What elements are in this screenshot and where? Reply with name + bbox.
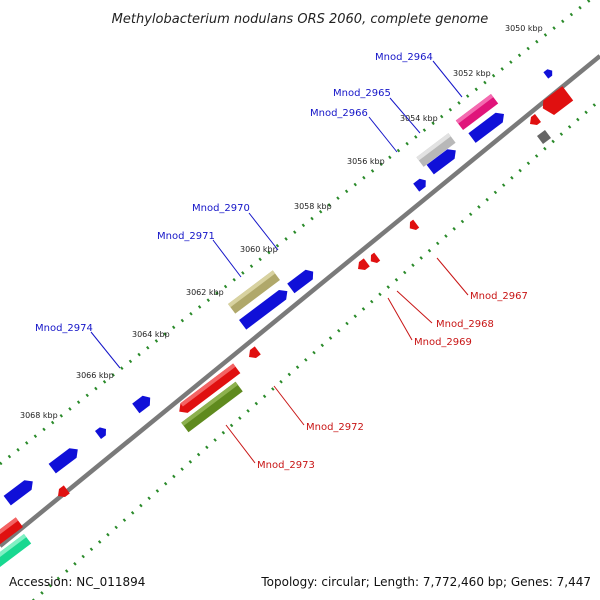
- gene-mnod-2971[interactable]: [228, 270, 280, 314]
- genome-summary-text: Topology: circular; Length: 7,772,460 bp…: [260, 575, 591, 589]
- tick-label: 3068 kbp: [20, 411, 58, 420]
- leader-mnod-2965: [389, 97, 421, 134]
- gene-arrow[interactable]: [426, 146, 460, 175]
- tick-label: 3052 kbp: [453, 69, 491, 78]
- tick-label: 3050 kbp: [505, 24, 543, 33]
- gene-arrow[interactable]: [543, 67, 554, 79]
- gene-arrow[interactable]: [0, 517, 23, 549]
- plus-strand-arrows: [3, 67, 554, 506]
- leader-mnod-2973: [225, 424, 256, 464]
- gene-arrow[interactable]: [287, 267, 317, 294]
- gene-mnod-2964[interactable]: [455, 93, 499, 131]
- gene-mnod-2968[interactable]: [368, 252, 381, 266]
- gene-mnod-2974[interactable]: [94, 425, 109, 440]
- leader-mnod-2970: [248, 212, 279, 251]
- tick-label: 3060 kbp: [240, 245, 278, 254]
- minus-strand-arrows: [0, 86, 574, 549]
- gene-arrow[interactable]: [468, 109, 507, 143]
- gene-arrow[interactable]: [132, 393, 154, 414]
- tick-label: 3066 kbp: [76, 371, 114, 380]
- tick-label: 3064 kbp: [132, 330, 170, 339]
- label-mnod-2966[interactable]: Mnod_2966: [310, 108, 368, 119]
- leader-mnod-2974: [90, 331, 121, 369]
- label-mnod-2964[interactable]: Mnod_2964: [375, 52, 433, 63]
- inner-dotted-track: [31, 98, 600, 600]
- accession-text: Accession: NC_011894: [9, 575, 145, 589]
- gene-arrow[interactable]: [413, 176, 429, 192]
- gene-mnod-2965[interactable]: [416, 133, 456, 167]
- tick-label: 3054 kbp: [400, 114, 438, 123]
- leader-mnod-2971: [212, 239, 242, 278]
- label-mnod-2965[interactable]: Mnod_2965: [333, 88, 391, 99]
- gene-mnod-2972[interactable]: [176, 363, 241, 417]
- genome-backbone: [0, 54, 600, 548]
- gene-arrow[interactable]: [539, 86, 574, 118]
- gene-arrow[interactable]: [536, 129, 552, 145]
- leader-mnod-2967: [436, 257, 469, 296]
- label-mnod-2968[interactable]: Mnod_2968: [436, 319, 494, 330]
- gene-arrow[interactable]: [0, 533, 32, 571]
- gene-mnod-2970[interactable]: [239, 286, 291, 330]
- leader-mnod-2968: [396, 290, 433, 324]
- label-mnod-2971[interactable]: Mnod_2971: [157, 231, 215, 242]
- gene-arrow[interactable]: [55, 485, 70, 500]
- label-mnod-2972[interactable]: Mnod_2972: [306, 422, 364, 433]
- leader-mnod-2969: [387, 297, 413, 341]
- tick-label: 3056 kbp: [347, 157, 385, 166]
- label-mnod-2974[interactable]: Mnod_2974: [35, 323, 93, 334]
- gene-arrow[interactable]: [246, 346, 261, 361]
- gene-arrow[interactable]: [527, 113, 542, 128]
- map-title: Methylobacterium nodulans ORS 2060, comp…: [112, 12, 489, 27]
- leader-lines: [90, 60, 469, 464]
- leader-mnod-2966: [368, 116, 398, 153]
- gene-arrow[interactable]: [3, 477, 37, 506]
- gene-mnod-2969[interactable]: [355, 258, 370, 273]
- tick-label: 3062 kbp: [186, 288, 224, 297]
- label-mnod-2967[interactable]: Mnod_2967: [470, 291, 528, 302]
- gene-mnod-2973[interactable]: [181, 381, 243, 433]
- label-mnod-2970[interactable]: Mnod_2970: [192, 203, 250, 214]
- tick-labels: 3050 kbp 3052 kbp 3054 kbp 3056 kbp 3058…: [20, 24, 543, 420]
- gene-arrow[interactable]: [48, 445, 82, 474]
- gene-mnod-2967[interactable]: [407, 219, 420, 233]
- leader-mnod-2972: [273, 385, 305, 426]
- gene-labels: Mnod_2964 Mnod_2965 Mnod_2966 Mnod_2970 …: [35, 52, 528, 471]
- outer-dotted-track: [0, 0, 593, 466]
- label-mnod-2969[interactable]: Mnod_2969: [414, 337, 472, 348]
- tick-label: 3058 kbp: [294, 202, 332, 211]
- label-mnod-2973[interactable]: Mnod_2973: [257, 460, 315, 471]
- leader-mnod-2964: [432, 60, 463, 98]
